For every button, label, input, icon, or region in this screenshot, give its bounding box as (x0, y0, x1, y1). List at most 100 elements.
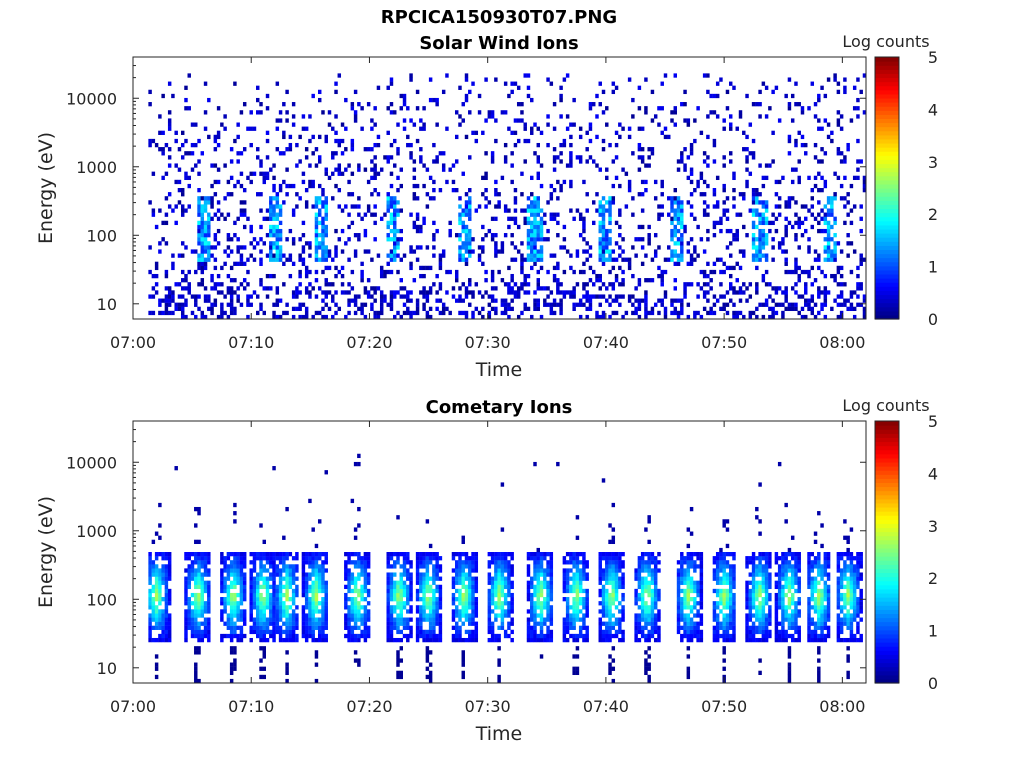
heatmap-cell (839, 126, 844, 131)
heatmap-cell (288, 183, 293, 189)
heatmap-cell (357, 556, 361, 561)
heatmap-cell (490, 609, 495, 614)
heatmap-cell (794, 220, 798, 226)
heatmap-cell (451, 552, 456, 557)
heatmap-cell (291, 183, 296, 189)
heatmap-cell (657, 204, 661, 209)
heatmap-cell (275, 613, 280, 618)
heatmap-cell (366, 617, 371, 622)
heatmap-cell (794, 102, 798, 107)
heatmap-cell (213, 212, 218, 217)
heatmap-cell (180, 204, 185, 209)
heatmap-cell (794, 200, 798, 205)
heatmap-cell (497, 588, 501, 594)
heatmap-cell (386, 253, 390, 258)
heatmap-cell (849, 294, 854, 299)
heatmap-cell (569, 568, 573, 573)
heatmap-cell (269, 200, 273, 205)
heatmap-cell (295, 163, 299, 168)
heatmap-cell (180, 278, 185, 283)
heatmap-cell (539, 245, 544, 250)
heatmap-cell (595, 208, 599, 213)
heatmap-cell (402, 621, 407, 626)
heatmap-cell (242, 580, 247, 585)
heatmap-cell (839, 151, 844, 156)
heatmap-cell (539, 163, 544, 168)
heatmap-cell (278, 228, 283, 234)
heatmap-cell (180, 294, 185, 299)
heatmap-cell (719, 269, 723, 275)
heatmap-cell (389, 204, 394, 209)
heatmap-cell (393, 200, 397, 205)
heatmap-cell (324, 200, 328, 205)
heatmap-cell (490, 552, 495, 557)
heatmap-cell (311, 584, 315, 590)
heatmap-cell (823, 179, 828, 185)
heatmap-cell (197, 564, 201, 569)
heatmap-cell (833, 196, 837, 201)
heatmap-cell (539, 637, 544, 643)
heatmap-cell (484, 175, 488, 181)
heatmap-cell (533, 556, 537, 561)
heatmap-cell (862, 179, 867, 185)
heatmap-cell (363, 605, 368, 610)
heatmap-area (148, 453, 863, 684)
heatmap-cell (425, 584, 430, 590)
heatmap-cell (239, 584, 244, 590)
heatmap-cell (190, 629, 195, 635)
heatmap-cell (370, 159, 374, 164)
heatmap-cell (709, 306, 713, 312)
heatmap-cell (543, 568, 547, 573)
heatmap-cell (526, 609, 531, 614)
heatmap-cell (588, 138, 593, 144)
colorbar-cell (875, 61, 899, 66)
heatmap-cell (497, 269, 501, 275)
heatmap-cell (259, 572, 263, 577)
heatmap-cell (673, 310, 677, 316)
heatmap-cell (797, 294, 801, 299)
heatmap-cell (497, 613, 501, 618)
heatmap-cell (350, 298, 355, 303)
heatmap-cell (539, 613, 544, 618)
heatmap-cell (533, 249, 537, 254)
heatmap-cell (712, 192, 717, 197)
heatmap-cell (516, 314, 521, 320)
heatmap-cell (510, 130, 514, 135)
heatmap-cell (536, 126, 540, 131)
heatmap-cell (256, 580, 260, 585)
heatmap-cell (614, 298, 619, 303)
heatmap-cell (425, 314, 430, 320)
heatmap-cell (448, 310, 452, 316)
heatmap-cell (797, 159, 801, 164)
heatmap-cell (800, 220, 805, 226)
heatmap-cell (800, 269, 805, 275)
heatmap-cell (608, 228, 612, 234)
heatmap-cell (317, 196, 322, 201)
heatmap-cell (562, 576, 567, 581)
heatmap-cell (386, 564, 390, 569)
heatmap-cell (595, 114, 599, 119)
heatmap-cell (256, 629, 260, 635)
heatmap-cell (706, 155, 710, 160)
heatmap-cell (272, 310, 276, 316)
heatmap-cell (526, 588, 531, 594)
heatmap-cell (826, 249, 831, 254)
heatmap-cell (262, 633, 266, 639)
heatmap-cell (158, 621, 162, 626)
heatmap-cell (856, 286, 860, 291)
heatmap-cell (311, 183, 315, 189)
heatmap-cell (200, 278, 205, 283)
heatmap-cell (298, 257, 302, 262)
heatmap-cell (393, 249, 397, 254)
heatmap-cell (174, 163, 178, 168)
heatmap-cell (578, 625, 583, 630)
heatmap-cell (242, 147, 247, 152)
heatmap-cell (601, 237, 606, 242)
heatmap-cell (640, 159, 645, 164)
heatmap-cell (304, 269, 309, 275)
heatmap-cell (314, 241, 319, 246)
heatmap-cell (709, 110, 713, 115)
heatmap-cell (706, 273, 710, 279)
heatmap-cell (314, 601, 319, 606)
heatmap-cell (223, 556, 227, 561)
